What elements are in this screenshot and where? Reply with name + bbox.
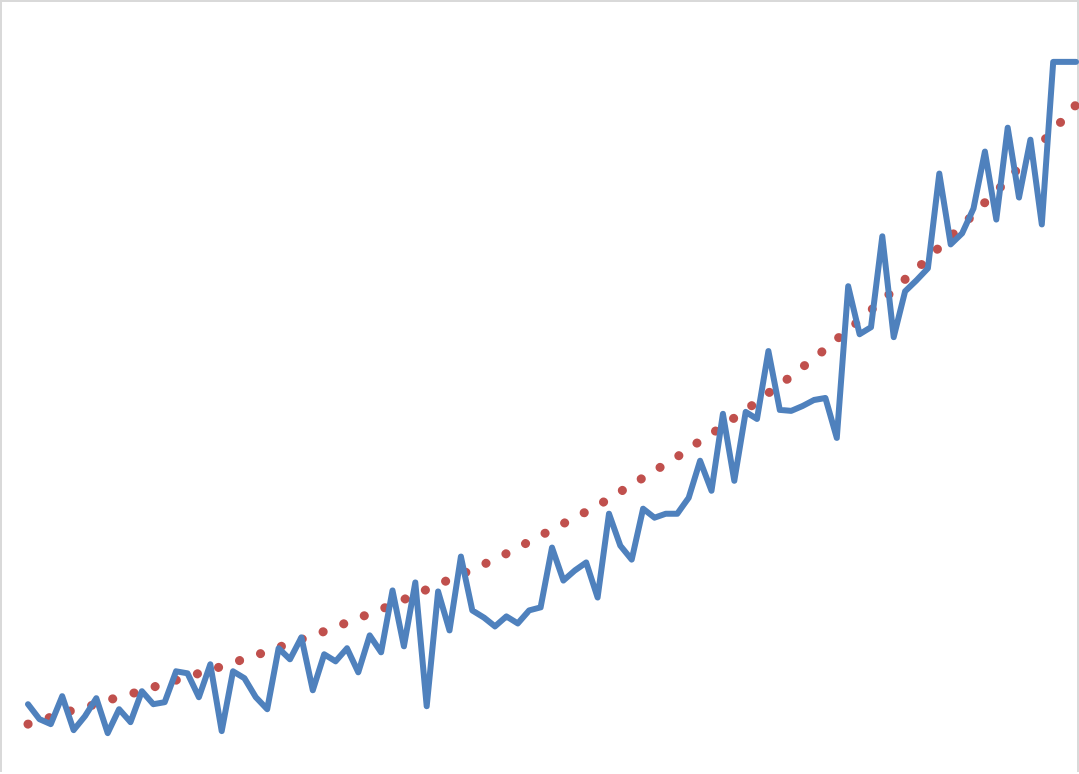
trendline-series <box>23 100 1079 729</box>
data-series-line <box>25 58 1079 737</box>
